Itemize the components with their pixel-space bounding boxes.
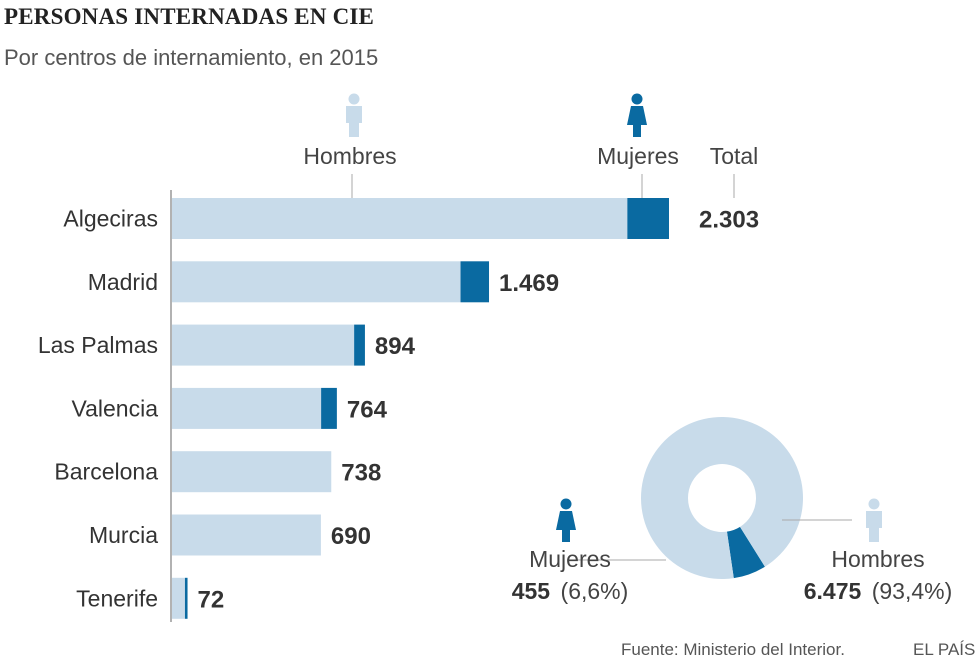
category-label: Madrid <box>88 269 158 295</box>
bar-mujeres <box>354 324 365 366</box>
total-label: 72 <box>198 586 225 613</box>
man-icon <box>346 93 362 137</box>
brand-logo-text: EL PAÍS <box>913 640 976 659</box>
donut-men-label: Hombres <box>831 546 924 572</box>
chart-subtitle: Por centros de internamiento, en 2015 <box>4 45 379 70</box>
icon-head <box>560 498 572 510</box>
woman-icon <box>627 93 647 137</box>
bar-hombres <box>172 261 461 303</box>
source-note: Fuente: Ministerio del Interior. <box>621 640 845 659</box>
donut-women-value: 455 (6,6%) <box>512 578 629 604</box>
bar-mujeres <box>184 577 188 619</box>
woman-icon <box>556 498 576 542</box>
donut-women-label: Mujeres <box>529 546 611 572</box>
icon-body <box>556 511 576 542</box>
category-label: Tenerife <box>76 585 158 611</box>
icon-body <box>627 106 647 137</box>
donut-chart <box>640 417 803 580</box>
bar-mujeres <box>627 198 669 239</box>
man-icon <box>866 498 882 542</box>
donut-slice-mujeres <box>726 526 765 579</box>
bar-hombres <box>172 387 322 429</box>
chart-title: PERSONAS INTERNADAS EN CIE <box>4 4 375 29</box>
icon-head <box>868 498 880 510</box>
bar-mujeres <box>321 387 337 429</box>
donut-women-count: 455 <box>512 578 551 604</box>
icon-head <box>348 93 360 105</box>
category-label: Las Palmas <box>38 332 158 358</box>
icon-body <box>866 511 882 542</box>
bar-hombres <box>172 324 355 366</box>
category-label: Barcelona <box>54 459 158 485</box>
donut-slice-hombres <box>640 417 803 580</box>
category-labels: Algeciras Madrid Las Palmas Valencia Barcelo… <box>38 206 158 612</box>
total-label: 738 <box>341 460 381 487</box>
total-label: 894 <box>375 333 416 360</box>
legend-total-label: Total <box>710 143 759 169</box>
bar-hombres <box>172 198 628 239</box>
legend-men-label: Hombres <box>303 143 396 169</box>
total-labels: 2.303 1.469 894 764 738 690 72 <box>198 207 760 614</box>
total-label: 1.469 <box>499 270 559 297</box>
icon-head <box>631 93 643 105</box>
bar-hombres <box>172 514 321 556</box>
legend-women-label: Mujeres <box>597 143 679 169</box>
total-label: 764 <box>347 396 388 423</box>
donut-men-count: 6.475 <box>804 578 862 604</box>
icon-body <box>346 106 362 137</box>
bar-hombres <box>172 451 332 493</box>
donut-women-percent: (6,6%) <box>561 578 629 604</box>
bar-group <box>172 198 669 619</box>
total-label: 690 <box>331 523 371 550</box>
bar-hombres <box>172 577 185 619</box>
total-label: 2.303 <box>699 207 759 234</box>
bar-mujeres <box>460 261 490 303</box>
category-label: Murcia <box>89 522 158 548</box>
category-label: Algeciras <box>63 206 158 232</box>
donut-men-percent: (93,4%) <box>872 578 953 604</box>
donut-men-value: 6.475 (93,4%) <box>804 578 953 604</box>
category-label: Valencia <box>71 395 158 421</box>
